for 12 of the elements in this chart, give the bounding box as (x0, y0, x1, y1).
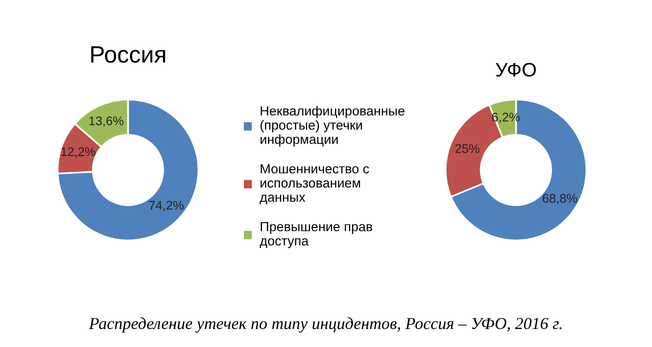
data-label: 74,2% (149, 200, 184, 212)
data-label: 68,8% (542, 194, 578, 204)
text: Распределение утечек по типу инцидентов, Россия – УФО, 2016 г. (88, 317, 562, 333)
data-label: 25% (455, 144, 480, 153)
donut-slice (56, 98, 200, 242)
legend-label: Неквалифицированные (простые) утечки информации (260, 106, 404, 147)
chart-title: Россия (91, 46, 166, 63)
legend-label: Мошенничество с использованием данных (260, 164, 370, 204)
data-label: 13,6% (89, 116, 124, 127)
chart-title: УФО (496, 62, 536, 77)
data-label: 12,2% (61, 147, 96, 158)
legend-label: Превышение прав доступа (260, 222, 372, 248)
